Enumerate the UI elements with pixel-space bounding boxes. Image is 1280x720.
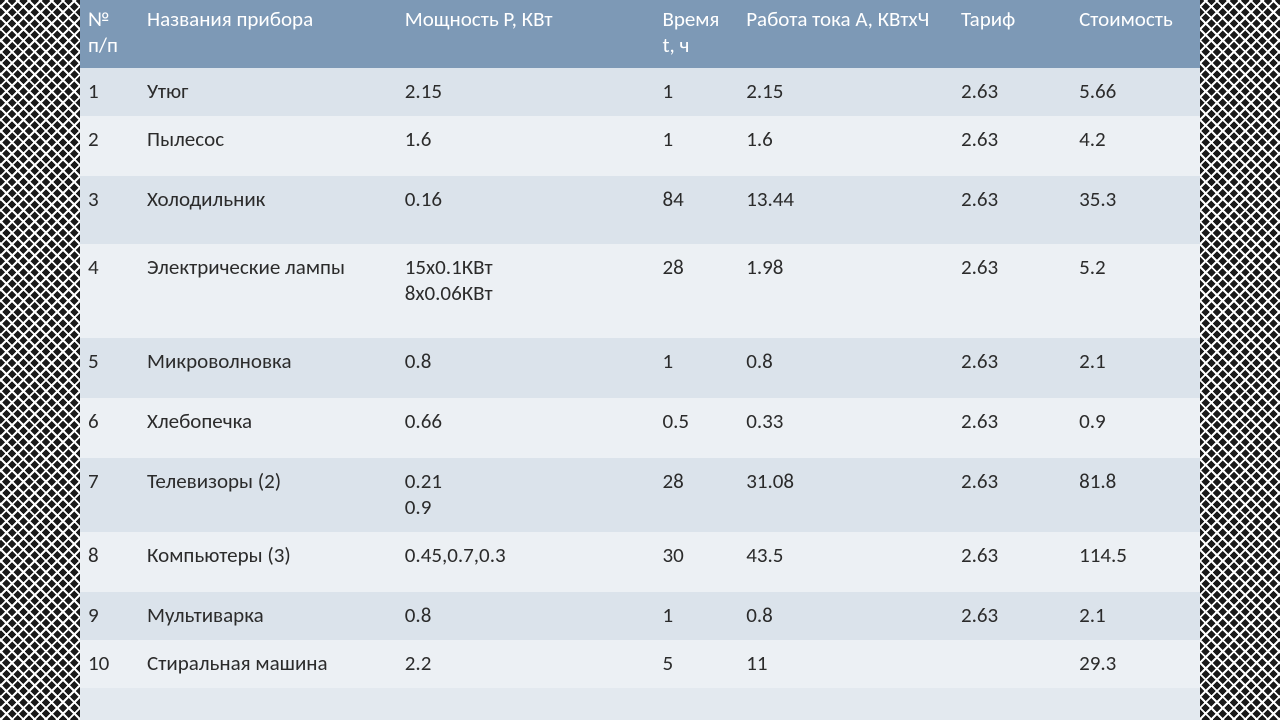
cell-tariff: 2.63 bbox=[953, 398, 1071, 458]
table-row: 5Микроволновка0.810.82.632.1 bbox=[80, 338, 1200, 398]
cell-number: 9 bbox=[80, 592, 139, 640]
cell-tariff: 2.63 bbox=[953, 532, 1071, 592]
power-consumption-table: № п/п Названия прибора Мощность P, КВт В… bbox=[80, 0, 1200, 688]
cell-cost: 81.8 bbox=[1071, 458, 1200, 532]
table-row: 1Утюг2.1512.152.635.66 bbox=[80, 68, 1200, 116]
cell-power: 2.15 bbox=[397, 68, 655, 116]
cell-number: 8 bbox=[80, 532, 139, 592]
cell-device: Телевизоры (2) bbox=[139, 458, 397, 532]
cell-work: 0.8 bbox=[738, 338, 953, 398]
cell-time: 1 bbox=[654, 592, 738, 640]
col-header-number: № п/п bbox=[80, 0, 139, 68]
table-row: 6Хлебопечка0.660.50.332.630.9 bbox=[80, 398, 1200, 458]
table-header-row: № п/п Названия прибора Мощность P, КВт В… bbox=[80, 0, 1200, 68]
cell-time: 0.5 bbox=[654, 398, 738, 458]
col-header-tariff: Тариф bbox=[953, 0, 1071, 68]
cell-time: 1 bbox=[654, 338, 738, 398]
cell-device: Электрические лампы bbox=[139, 244, 397, 338]
cell-time: 28 bbox=[654, 244, 738, 338]
cell-power: 0.8 bbox=[397, 338, 655, 398]
cell-cost: 2.1 bbox=[1071, 338, 1200, 398]
cell-cost: 5.66 bbox=[1071, 68, 1200, 116]
col-header-device: Названия прибора bbox=[139, 0, 397, 68]
cell-work: 0.33 bbox=[738, 398, 953, 458]
cell-device: Холодильник bbox=[139, 176, 397, 244]
cell-work: 0.8 bbox=[738, 592, 953, 640]
cell-work: 31.08 bbox=[738, 458, 953, 532]
cell-number: 3 bbox=[80, 176, 139, 244]
cell-power: 0.45,0.7,0.3 bbox=[397, 532, 655, 592]
table-row: 7Телевизоры (2)0.21 0.92831.082.6381.8 bbox=[80, 458, 1200, 532]
table-row: 10Стиральная машина2.2511 29.3 bbox=[80, 640, 1200, 688]
cell-power: 0.8 bbox=[397, 592, 655, 640]
cell-power: 0.66 bbox=[397, 398, 655, 458]
cell-tariff: 2.63 bbox=[953, 592, 1071, 640]
cell-number: 7 bbox=[80, 458, 139, 532]
cell-time: 30 bbox=[654, 532, 738, 592]
cell-device: Утюг bbox=[139, 68, 397, 116]
cell-number: 2 bbox=[80, 116, 139, 176]
table-row: 2Пылесос1.611.62.634.2 bbox=[80, 116, 1200, 176]
cell-number: 1 bbox=[80, 68, 139, 116]
cell-cost: 35.3 bbox=[1071, 176, 1200, 244]
cell-tariff: 2.63 bbox=[953, 458, 1071, 532]
cell-work: 2.15 bbox=[738, 68, 953, 116]
table-row: 8Компьютеры (3)0.45,0.7,0.33043.52.63114… bbox=[80, 532, 1200, 592]
cell-tariff: 2.63 bbox=[953, 244, 1071, 338]
cell-number: 4 bbox=[80, 244, 139, 338]
cell-number: 10 bbox=[80, 640, 139, 688]
col-header-time: Время t, ч bbox=[654, 0, 738, 68]
cell-device: Хлебопечка bbox=[139, 398, 397, 458]
cell-cost: 0.9 bbox=[1071, 398, 1200, 458]
cell-tariff: 2.63 bbox=[953, 338, 1071, 398]
col-header-cost: Стоимость bbox=[1071, 0, 1200, 68]
cell-time: 84 bbox=[654, 176, 738, 244]
cell-work: 13.44 bbox=[738, 176, 953, 244]
cell-work: 1.6 bbox=[738, 116, 953, 176]
cell-tariff: 2.63 bbox=[953, 116, 1071, 176]
cell-cost: 5.2 bbox=[1071, 244, 1200, 338]
cell-tariff: 2.63 bbox=[953, 68, 1071, 116]
table-row: 4Электрические лампы15х0.1КВт 8х0.06КВт2… bbox=[80, 244, 1200, 338]
col-header-work: Работа тока A, КВтхЧ bbox=[738, 0, 953, 68]
cell-tariff bbox=[953, 640, 1071, 688]
table-row: 9Мультиварка0.810.82.632.1 bbox=[80, 592, 1200, 640]
power-consumption-table-container: № п/п Названия прибора Мощность P, КВт В… bbox=[80, 0, 1200, 720]
col-header-power: Мощность P, КВт bbox=[397, 0, 655, 68]
cell-power: 0.16 bbox=[397, 176, 655, 244]
cell-device: Компьютеры (3) bbox=[139, 532, 397, 592]
cell-cost: 2.1 bbox=[1071, 592, 1200, 640]
cell-work: 1.98 bbox=[738, 244, 953, 338]
cell-time: 1 bbox=[654, 68, 738, 116]
cell-time: 1 bbox=[654, 116, 738, 176]
cell-power: 2.2 bbox=[397, 640, 655, 688]
cell-device: Мультиварка bbox=[139, 592, 397, 640]
cell-number: 5 bbox=[80, 338, 139, 398]
cell-work: 43.5 bbox=[738, 532, 953, 592]
cell-cost: 29.3 bbox=[1071, 640, 1200, 688]
cell-tariff: 2.63 bbox=[953, 176, 1071, 244]
cell-time: 28 bbox=[654, 458, 738, 532]
cell-number: 6 bbox=[80, 398, 139, 458]
cell-time: 5 bbox=[654, 640, 738, 688]
cell-work: 11 bbox=[738, 640, 953, 688]
table-row: 3Холодильник0.168413.442.6335.3 bbox=[80, 176, 1200, 244]
cell-cost: 4.2 bbox=[1071, 116, 1200, 176]
cell-device: Микроволновка bbox=[139, 338, 397, 398]
cell-power: 15х0.1КВт 8х0.06КВт bbox=[397, 244, 655, 338]
cell-power: 1.6 bbox=[397, 116, 655, 176]
cell-device: Пылесос bbox=[139, 116, 397, 176]
cell-power: 0.21 0.9 bbox=[397, 458, 655, 532]
cell-device: Стиральная машина bbox=[139, 640, 397, 688]
cell-cost: 114.5 bbox=[1071, 532, 1200, 592]
